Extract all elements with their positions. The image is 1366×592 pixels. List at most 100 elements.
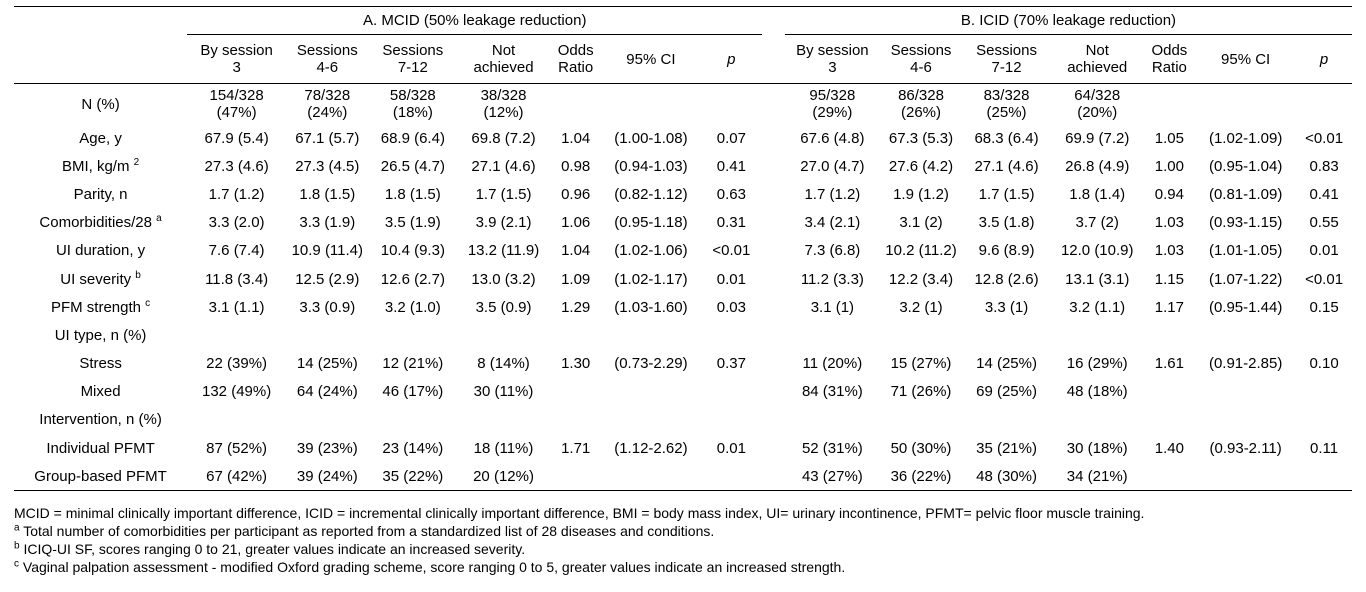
- table-cell: 18 (11%): [473, 439, 534, 457]
- table-cell: 0.11: [1310, 439, 1339, 457]
- table-cell: 3.1 (1.1): [208, 298, 265, 316]
- table-cell: 0.15: [1309, 298, 1339, 316]
- table-cell: 0.10: [1309, 355, 1339, 373]
- row-label-superscript: a: [156, 213, 162, 225]
- table-cell: 71 (26%): [890, 383, 952, 401]
- table-cell: 46 (17%): [382, 383, 444, 401]
- table-cell: 3.3 (2.0): [208, 214, 265, 232]
- table-cell: (0.93-1.15): [1208, 214, 1283, 232]
- table-cell: 27.3 (4.5): [295, 157, 360, 175]
- cell-line: 78/328: [304, 87, 351, 104]
- table-cell: 154/328 (47%): [187, 84, 286, 125]
- table-cell: 14 (25%): [296, 355, 358, 373]
- column-header-line: Odds: [557, 42, 594, 59]
- table-cell: [962, 321, 1051, 349]
- table-cell: 132 (49%): [202, 383, 272, 401]
- table-cell: [1296, 378, 1352, 406]
- table-cell: 1.05: [1154, 129, 1184, 147]
- cell-line: 38/328: [480, 87, 527, 104]
- table-cell: 0.94: [1154, 185, 1184, 203]
- table-cell: 39 (24%): [286, 462, 369, 492]
- table-cell: 0.41: [1309, 185, 1339, 203]
- table-cell: (1.02-1.06): [614, 242, 688, 260]
- table-cell: [286, 406, 368, 434]
- table-cell: [1144, 321, 1196, 349]
- table-cell: (0.95-1.04): [1208, 157, 1283, 175]
- column-header-line: Ratio: [1151, 59, 1187, 76]
- table-cell: 3.1 (2): [899, 214, 943, 232]
- row-label: PFM strength c: [50, 297, 151, 316]
- table-cell: 8 (14%): [477, 355, 530, 373]
- table-cell: 1.29: [561, 298, 591, 316]
- table-cell: [700, 406, 762, 434]
- table-cell: 12 (21%): [382, 355, 444, 373]
- table-cell: 69.9 (7.2): [1065, 129, 1130, 147]
- table-cell: 1.7 (1.2): [804, 185, 861, 203]
- table-cell: 48 (18%): [1066, 383, 1128, 401]
- table-cell: [1195, 406, 1296, 434]
- column-header-line: Odds: [1151, 42, 1188, 59]
- table-cell: 52 (31%): [801, 439, 863, 457]
- table-cell: [1144, 406, 1196, 434]
- column-header-line: 3: [828, 59, 837, 76]
- table-cell: 69.8 (7.2): [471, 129, 536, 147]
- table-row-indiv: Individual PFMT 87 (52%) 39 (23%) 23 (14%) 1…: [14, 434, 1352, 462]
- table-cell: 1.06: [561, 214, 591, 232]
- table-cell: (1.07-1.22): [1208, 270, 1283, 288]
- table-cell: 27.1 (4.6): [471, 157, 536, 175]
- row-label: Individual PFMT: [46, 439, 155, 457]
- table-cell: 12.8 (2.6): [974, 270, 1039, 288]
- table-cell: <0.01: [712, 242, 751, 260]
- table-cell: 11.2 (3.3): [800, 270, 864, 288]
- table-cell: 50 (30%): [890, 439, 952, 457]
- table-cell: 0.01: [716, 439, 746, 457]
- table-row-uidur: UI duration, y 7.6 (7.4) 10.9 (11.4) 10.4 (…: [14, 237, 1352, 265]
- table-cell: 7.3 (6.8): [804, 242, 861, 260]
- row-label: UI severity b: [60, 269, 141, 288]
- table-cell: 3.5 (1.9): [384, 214, 441, 232]
- table-cell: [700, 378, 762, 406]
- table-cell: 39 (23%): [296, 439, 358, 457]
- column-header-a-c1: By session 3: [187, 34, 287, 84]
- table-cell: 1.03: [1154, 214, 1184, 232]
- table-cell: (1.00-1.08): [614, 129, 688, 147]
- table-cell: 20 (12%): [457, 462, 550, 492]
- table-cell: [187, 321, 286, 349]
- column-header-a-c4: Not achieved: [457, 34, 550, 84]
- group-header-icid: B. ICID (70% leakage reduction): [784, 6, 1352, 35]
- footnote-b: b ICIQ-UI SF, scores ranging 0 to 21, gr…: [14, 540, 526, 557]
- table-cell: 3.4 (2.1): [804, 214, 861, 232]
- column-header-line: 3: [232, 59, 241, 76]
- table-cell: 0.37: [716, 355, 746, 373]
- table-cell: 13.2 (11.9): [467, 242, 540, 260]
- table-cell: 0.55: [1309, 214, 1339, 232]
- table-cell: 26.5 (4.7): [380, 157, 445, 175]
- table-cell: 3.2 (1.1): [1069, 298, 1126, 316]
- table-cell: <0.01: [1305, 270, 1344, 288]
- column-header-line: achieved: [473, 59, 534, 76]
- table-cell: 35 (22%): [368, 462, 458, 492]
- cell-line: (12%): [483, 104, 524, 121]
- table-cell: 1.9 (1.2): [893, 185, 949, 203]
- table-cell: 1.04: [561, 129, 591, 147]
- table-row-n: N (%) 154/328 (47%) 78/328 (24%) 58/328 (18%) 3…: [14, 84, 1352, 125]
- table-cell: 12.5 (2.9): [295, 270, 360, 288]
- table-cell: 10.9 (11.4): [291, 242, 364, 260]
- table-cell: (0.93-2.11): [1209, 439, 1282, 457]
- table-cell: 1.30: [561, 355, 591, 373]
- table-cell: 1.7 (1.5): [475, 185, 532, 203]
- table-cell: 3.5 (0.9): [475, 298, 532, 316]
- column-header-line: Sessions: [382, 42, 444, 59]
- column-header-b-c4: Not achieved: [1050, 34, 1144, 84]
- table-cell: [369, 321, 458, 349]
- table-cell: 1.40: [1154, 439, 1184, 457]
- table-cell: (0.94-1.03): [614, 157, 688, 175]
- column-header-b-p: p: [1296, 34, 1352, 84]
- table-cell: 0.83: [1309, 157, 1339, 175]
- row-label: N (%): [81, 95, 120, 113]
- table-cell: [880, 406, 962, 434]
- table-cell: 15 (27%): [890, 355, 952, 373]
- table-cell: 12.0 (10.9): [1060, 242, 1134, 260]
- cell-line: (29%): [812, 104, 853, 121]
- table-cell: (1.03-1.60): [614, 298, 688, 316]
